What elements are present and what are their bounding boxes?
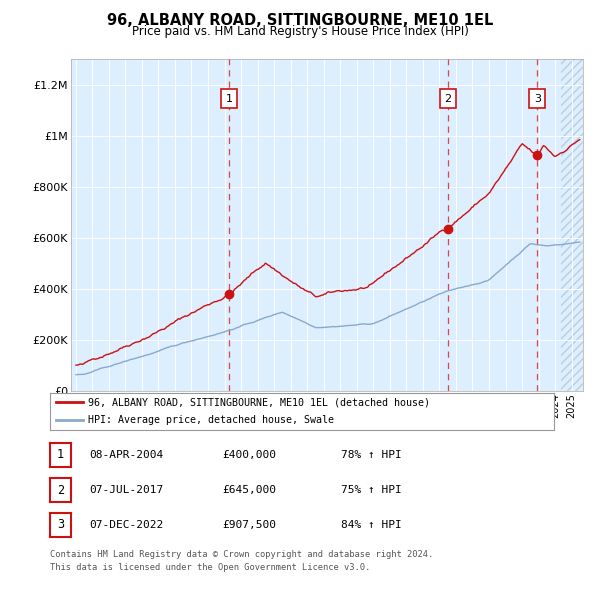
Text: 1: 1 bbox=[57, 448, 64, 461]
Text: HPI: Average price, detached house, Swale: HPI: Average price, detached house, Swal… bbox=[88, 415, 334, 425]
Text: 1: 1 bbox=[226, 94, 232, 104]
Text: 2: 2 bbox=[57, 483, 64, 497]
Text: 08-APR-2004: 08-APR-2004 bbox=[89, 450, 163, 460]
Text: 07-JUL-2017: 07-JUL-2017 bbox=[89, 485, 163, 495]
Text: 3: 3 bbox=[534, 94, 541, 104]
Text: 84% ↑ HPI: 84% ↑ HPI bbox=[341, 520, 401, 530]
Text: 96, ALBANY ROAD, SITTINGBOURNE, ME10 1EL: 96, ALBANY ROAD, SITTINGBOURNE, ME10 1EL bbox=[107, 13, 493, 28]
Text: £645,000: £645,000 bbox=[222, 485, 276, 495]
Text: £400,000: £400,000 bbox=[222, 450, 276, 460]
Bar bbox=[561, 34, 587, 391]
Text: 75% ↑ HPI: 75% ↑ HPI bbox=[341, 485, 401, 495]
Text: Price paid vs. HM Land Registry's House Price Index (HPI): Price paid vs. HM Land Registry's House … bbox=[131, 25, 469, 38]
Text: 07-DEC-2022: 07-DEC-2022 bbox=[89, 520, 163, 530]
Text: 96, ALBANY ROAD, SITTINGBOURNE, ME10 1EL (detached house): 96, ALBANY ROAD, SITTINGBOURNE, ME10 1EL… bbox=[88, 398, 430, 408]
Text: Contains HM Land Registry data © Crown copyright and database right 2024.: Contains HM Land Registry data © Crown c… bbox=[50, 550, 433, 559]
Text: 3: 3 bbox=[57, 519, 64, 532]
Text: 2: 2 bbox=[444, 94, 451, 104]
Text: This data is licensed under the Open Government Licence v3.0.: This data is licensed under the Open Gov… bbox=[50, 563, 370, 572]
Text: £907,500: £907,500 bbox=[222, 520, 276, 530]
Text: 78% ↑ HPI: 78% ↑ HPI bbox=[341, 450, 401, 460]
